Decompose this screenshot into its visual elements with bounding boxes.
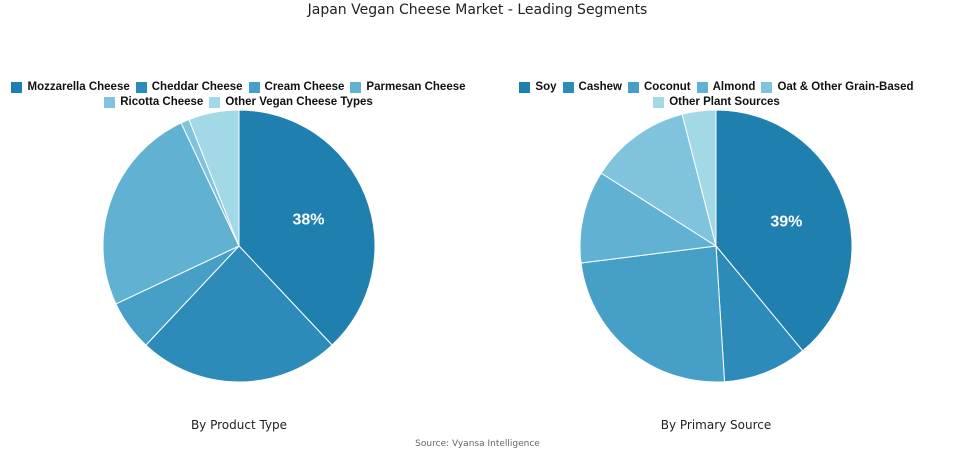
legend-item-soy: Soy xyxy=(519,80,557,95)
legend-product-type: Mozzarella Cheese Cheddar Cheese Cream Che… xyxy=(0,80,477,110)
legend-swatch xyxy=(627,82,639,93)
legend-swatch xyxy=(562,82,574,93)
legend-row: Soy Cashew Coconut Almond Oat & Other Grain-… xyxy=(478,80,955,95)
legend-item-other-vegan-cheese-types: Other Vegan Cheese Types xyxy=(209,95,373,110)
legend-row: Other Plant Sources xyxy=(478,95,955,110)
legend-item-cheddar-cheese: Cheddar Cheese xyxy=(135,80,243,95)
legend-item-mozzarella-cheese: Mozzarella Cheese xyxy=(11,80,130,95)
legend-label: Other Plant Sources xyxy=(669,96,780,108)
legend-label: Cheddar Cheese xyxy=(151,81,243,93)
legend-label: Oat & Other Grain-Based xyxy=(777,81,914,93)
legend-item-almond: Almond xyxy=(696,80,756,95)
pie-by-primary-source: 39% xyxy=(579,109,853,383)
legend-swatch xyxy=(209,97,221,108)
legend-item-parmesan-cheese: Parmesan Cheese xyxy=(350,80,466,95)
legend-row: Ricotta Cheese Other Vegan Cheese Types xyxy=(0,95,477,110)
legend-swatch xyxy=(519,82,531,93)
legend-label: Mozzarella Cheese xyxy=(27,81,130,93)
legend-item-coconut: Coconut xyxy=(627,80,691,95)
data-label-soy: 39% xyxy=(770,214,802,231)
legend-label: Cream Cheese xyxy=(264,81,345,93)
legend-item-cream-cheese: Cream Cheese xyxy=(248,80,345,95)
page-title: Japan Vegan Cheese Market - Leading Segm… xyxy=(307,2,648,18)
legend-swatch xyxy=(135,82,147,93)
slice-almond xyxy=(579,172,718,264)
slice-soy xyxy=(715,109,853,352)
legend-item-cashew: Cashew xyxy=(562,80,622,95)
legend-swatch xyxy=(104,97,116,108)
slice-oat-and-other-grain-based xyxy=(600,113,717,248)
pie-by-product-type: 38% xyxy=(102,109,376,383)
source-note: Source: Vyansa Intelligence xyxy=(415,439,540,449)
legend-label: Parmesan Cheese xyxy=(366,81,466,93)
slice-other-vegan-cheese-types xyxy=(188,109,240,247)
legend-item-ricotta-cheese: Ricotta Cheese xyxy=(104,95,203,110)
chart-title-primary-source: By Primary Source xyxy=(660,418,772,432)
legend-label: Coconut xyxy=(643,81,691,93)
legend-swatch xyxy=(761,82,773,93)
slice-cheddar-cheese xyxy=(145,245,333,383)
legend-item-other-plant-sources: Other Plant Sources xyxy=(653,95,780,110)
slice-cashew xyxy=(715,244,804,383)
slice-coconut xyxy=(580,245,726,383)
legend-primary-source: Soy Cashew Coconut Almond Oat & Other Grain-… xyxy=(478,80,955,110)
slice-mozzarella-cheese xyxy=(238,109,376,346)
legend-item-oat-and-other-grain-based: Oat & Other Grain-Based xyxy=(761,80,914,95)
slice-parmesan-cheese xyxy=(102,122,240,305)
legend-swatch xyxy=(653,97,665,108)
legend-row: Mozzarella Cheese Cheddar Cheese Cream Che… xyxy=(0,80,477,95)
data-label-mozzarella-cheese: 38% xyxy=(292,212,324,229)
legend-swatch xyxy=(11,82,23,93)
legend-label: Almond xyxy=(712,81,756,93)
legend-label: Cashew xyxy=(578,81,622,93)
legend-label: Soy xyxy=(535,81,557,93)
legend-label: Other Vegan Cheese Types xyxy=(225,96,373,108)
legend-swatch xyxy=(350,82,362,93)
chart-title-product-type: By Product Type xyxy=(190,418,288,432)
legend-swatch xyxy=(248,82,260,93)
slice-other-plant-sources xyxy=(681,109,717,247)
legend-swatch xyxy=(696,82,708,93)
legend-label: Ricotta Cheese xyxy=(120,96,204,108)
